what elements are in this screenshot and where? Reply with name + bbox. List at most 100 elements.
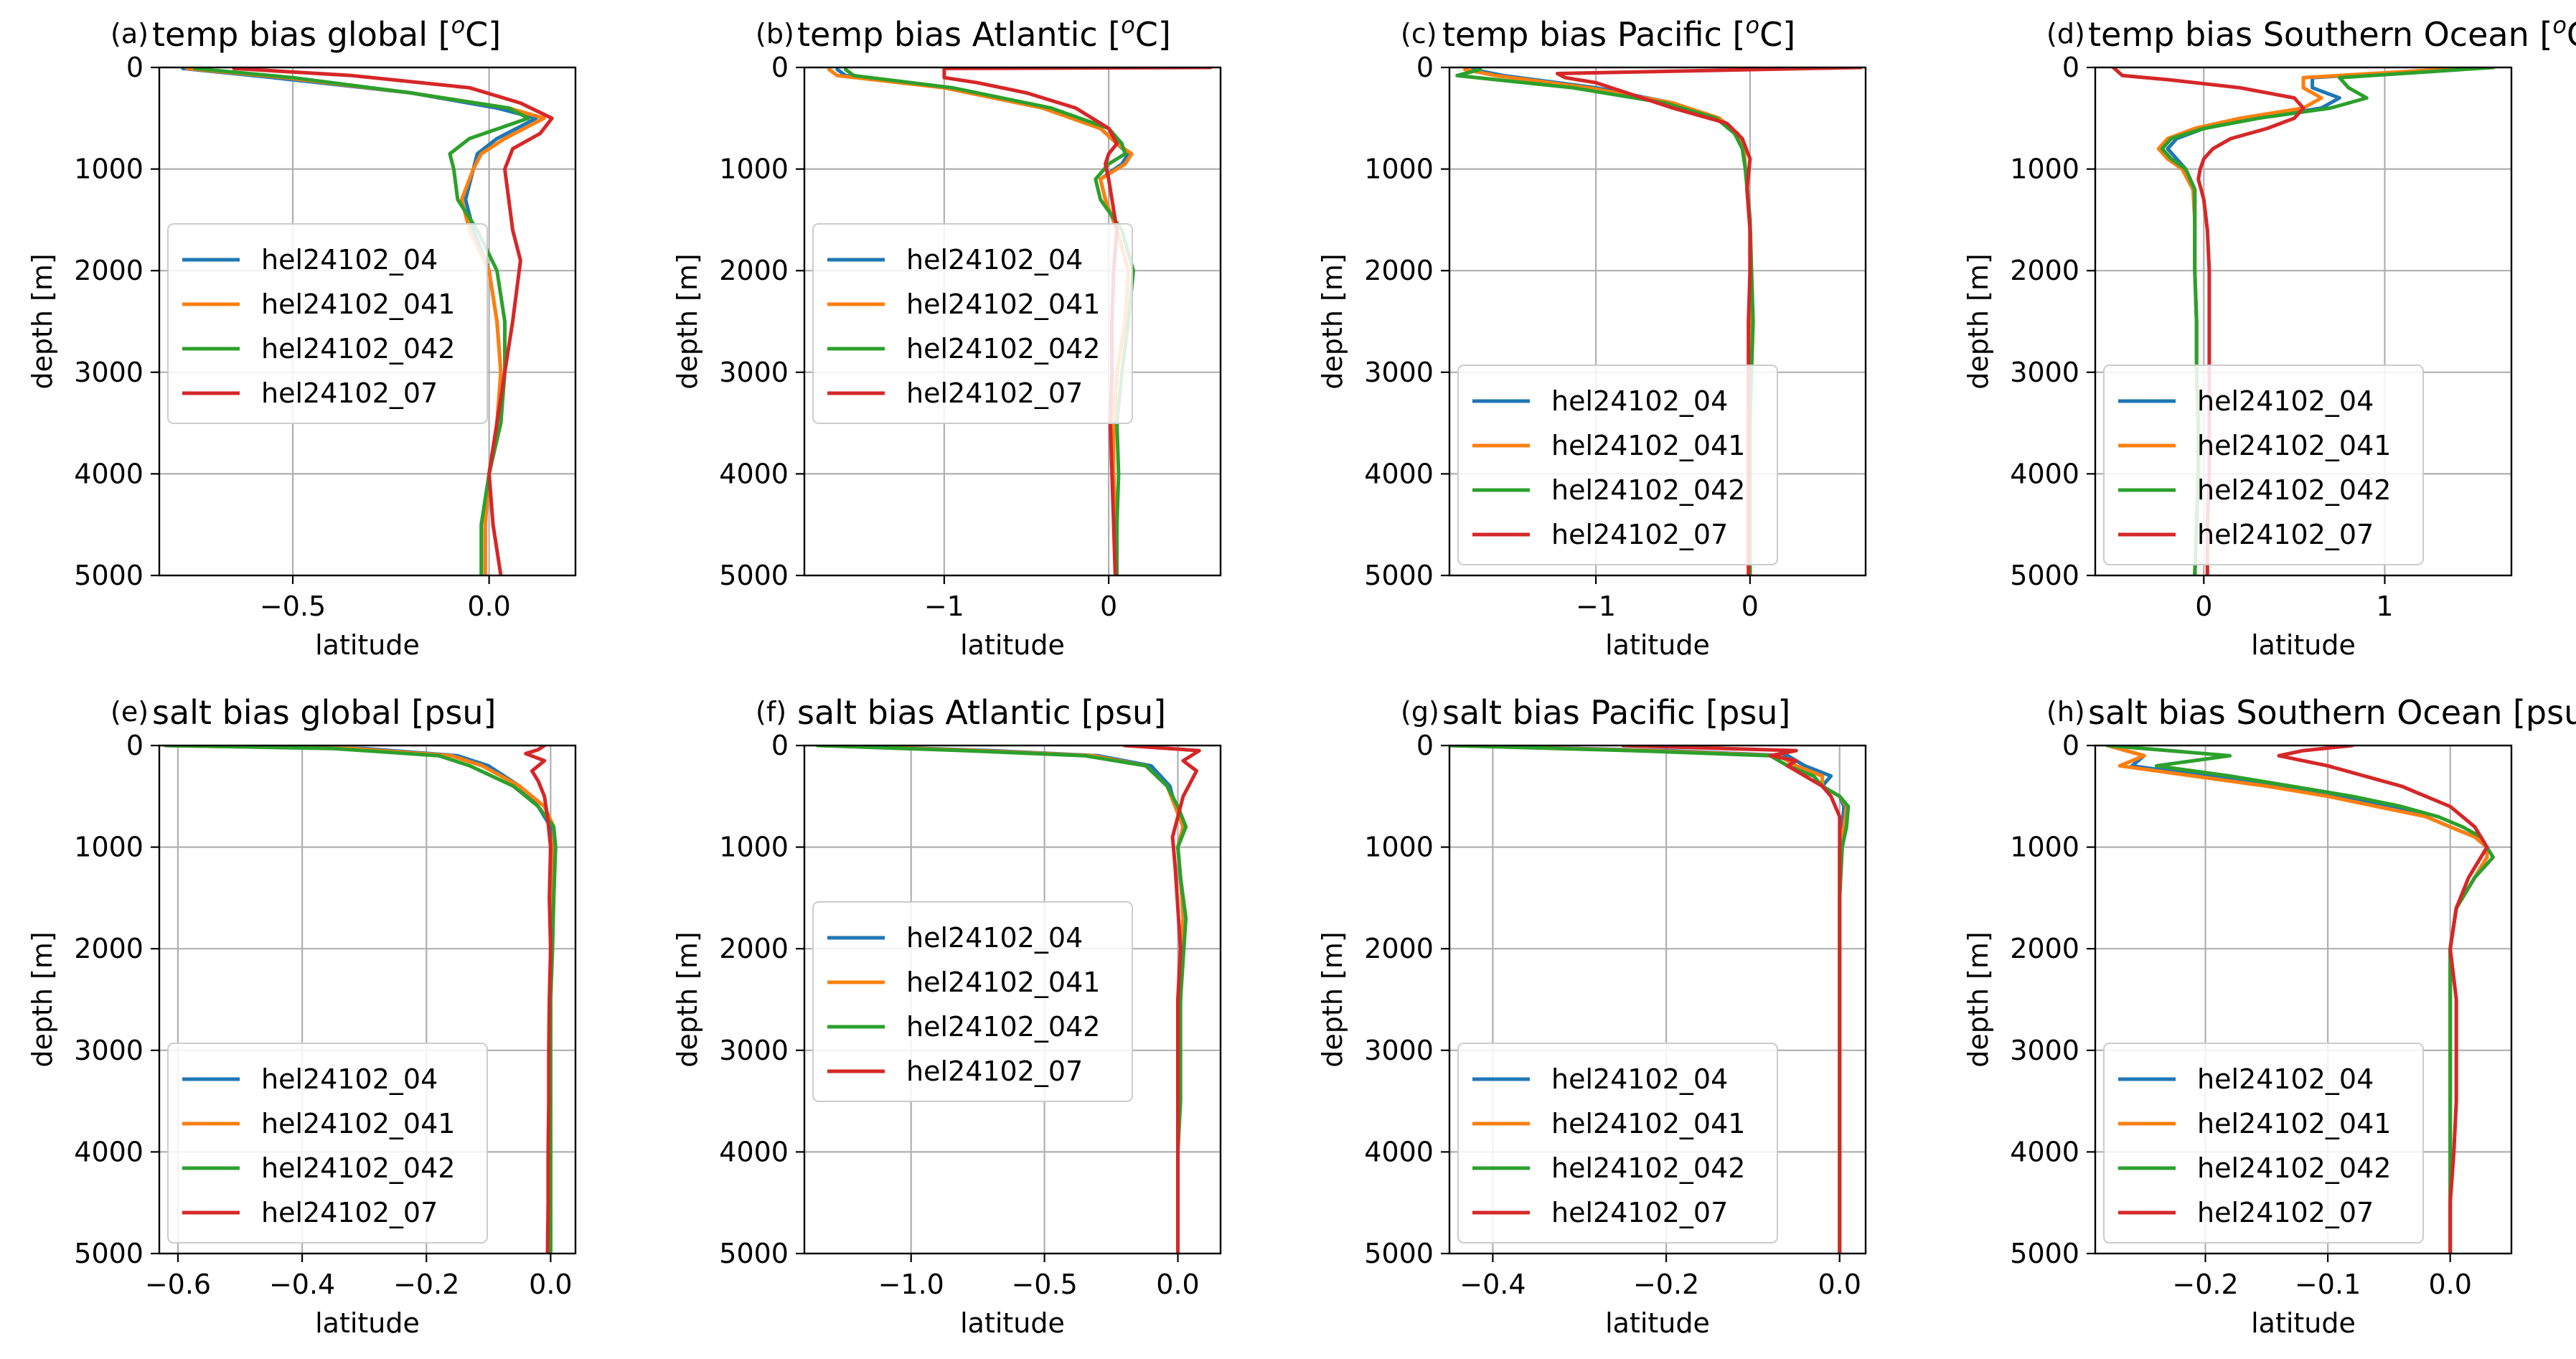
legend-label: hel24102_042 (1551, 474, 1745, 506)
series-group (164, 746, 558, 1254)
y-axis-label: depth [m] (27, 253, 58, 389)
x-tick-label: −0.5 (260, 591, 326, 622)
panel-title: temp bias Pacific [oC] (1442, 11, 1795, 54)
y-tick-label: 4000 (2010, 458, 2079, 489)
x-tick-label: −0.2 (393, 1269, 459, 1300)
legend-label: hel24102_041 (2197, 430, 2391, 461)
legend-label: hel24102_041 (1551, 1108, 1745, 1139)
axes-frame (158, 744, 577, 1255)
y-axis-label: depth [m] (1317, 253, 1348, 389)
y-tick-label: 1000 (2010, 154, 2079, 185)
panel-title: salt bias Southern Ocean [psu] (2088, 693, 2576, 732)
x-tick-label: −0.2 (1633, 1269, 1699, 1300)
legend-label: hel24102_041 (261, 1108, 455, 1139)
x-axis-label: latitude (2251, 1307, 2356, 1339)
legend-label: hel24102_042 (261, 1152, 455, 1184)
panel-e: −0.6 −0.4 −0.2 0.0 0 1000 2000 3000 4000 5000 (e) s… (27, 693, 577, 1339)
panel-b: −1 0 0 1000 2000 3000 4000 5000 (b) temp bias Atl… (672, 11, 1222, 661)
y-tick-label: 5000 (1364, 1238, 1434, 1269)
legend-label: hel24102_07 (1551, 1197, 1728, 1228)
y-tick-label: 2000 (719, 255, 789, 286)
legend: hel24102_04 hel24102_041 hel24102_042 hel24… (1457, 1043, 1778, 1243)
x-tick-label: −0.5 (1011, 1269, 1077, 1300)
legend: hel24102_04 hel24102_041 hel24102_042 hel24… (1457, 365, 1778, 565)
y-tick-label: 1000 (719, 154, 789, 185)
x-tick-label: −0.6 (145, 1269, 211, 1300)
y-tick-label: 3000 (719, 1035, 789, 1066)
series-line-hel24102-07 (1621, 746, 1842, 1254)
y-tick-label: 2000 (2010, 255, 2079, 286)
panel-a: −0.5 0.0 0 1000 2000 3000 4000 5000 (a) temp bias… (27, 11, 577, 661)
y-tick-label: 5000 (74, 560, 144, 591)
panel-f: −1.0 −0.5 0.0 0 1000 2000 3000 4000 5000 (f) salt … (672, 693, 1222, 1339)
x-tick-label: −1.0 (878, 1269, 944, 1300)
x-axis-label: latitude (1605, 629, 1710, 661)
x-tick-label: −0.2 (2172, 1269, 2238, 1300)
series-line-hel24102-042 (164, 746, 558, 1254)
x-tick-label: 0.0 (529, 1269, 572, 1300)
legend-label: hel24102_042 (2197, 474, 2391, 506)
x-tick-label: 0 (1741, 591, 1759, 622)
y-tick-label: 0 (771, 52, 789, 83)
legend-label: hel24102_042 (261, 333, 455, 365)
y-tick-label: 5000 (1364, 560, 1434, 591)
y-axis-label: depth [m] (672, 253, 703, 389)
x-axis-label: latitude (960, 1307, 1065, 1339)
y-tick-label: 1000 (719, 832, 789, 863)
axes-frame (1448, 744, 1867, 1255)
y-tick-label: 5000 (2010, 560, 2079, 591)
panel-title: salt bias Atlantic [psu] (797, 693, 1166, 732)
y-tick-label: 0 (1416, 730, 1434, 761)
legend-frame (2103, 365, 2424, 565)
y-tick-label: 2000 (74, 255, 144, 286)
panel-d: 0 1 0 1000 2000 3000 4000 5000 (d) temp bias Sout… (1962, 11, 2576, 661)
y-tick-label: 3000 (74, 1035, 144, 1066)
y-axis-label: depth [m] (1962, 931, 1994, 1067)
axes-frame (2094, 66, 2513, 577)
series-group (1449, 746, 1851, 1254)
y-tick-label: 3000 (1364, 1035, 1434, 1066)
legend: hel24102_04 hel24102_041 hel24102_042 hel24… (2103, 1043, 2424, 1243)
legend-label: hel24102_041 (906, 288, 1100, 320)
y-tick-label: 4000 (2010, 1136, 2079, 1167)
y-tick-label: 0 (2062, 730, 2079, 761)
x-tick-label: −0.4 (269, 1269, 335, 1300)
legend: hel24102_04 hel24102_041 hel24102_042 hel24… (2103, 365, 2424, 565)
panel-letter: (h) (2046, 696, 2085, 728)
panel-title: temp bias Southern Ocean [oC] (2088, 11, 2576, 54)
y-tick-label: 4000 (74, 1136, 144, 1167)
legend: hel24102_04 hel24102_041 hel24102_042 hel24… (167, 223, 488, 424)
legend-label: hel24102_042 (906, 1011, 1100, 1043)
series-line-hel24102-07 (2277, 746, 2489, 1254)
y-tick-label: 0 (771, 730, 789, 761)
panel-letter: (b) (756, 18, 794, 50)
legend: hel24102_04 hel24102_041 hel24102_042 hel24… (812, 223, 1133, 424)
series-line-hel24102-07 (232, 67, 554, 575)
x-axis-label: latitude (960, 629, 1065, 661)
panel-title: salt bias global [psu] (152, 693, 496, 732)
y-tick-label: 4000 (719, 458, 789, 489)
y-tick-label: 5000 (719, 560, 789, 591)
panel-letter: (e) (111, 696, 149, 728)
legend-label: hel24102_04 (906, 244, 1083, 276)
legend-label: hel24102_041 (906, 967, 1100, 998)
panel-title: temp bias Atlantic [oC] (797, 11, 1171, 54)
axes-frame (158, 66, 577, 577)
legend-frame (167, 1043, 488, 1243)
legend-frame (2103, 1043, 2424, 1243)
y-tick-label: 4000 (719, 1136, 789, 1167)
y-tick-label: 1000 (74, 154, 144, 185)
y-tick-label: 3000 (2010, 357, 2079, 388)
series-group (816, 746, 1201, 1254)
x-tick-label: 0.0 (467, 591, 510, 622)
panel-g: −0.4 −0.2 0.0 0 1000 2000 3000 4000 5000 (g) salt … (1317, 693, 1867, 1339)
x-axis-label: latitude (315, 629, 420, 661)
legend-label: hel24102_041 (261, 288, 455, 320)
series-line-hel24102-07 (524, 746, 553, 1254)
legend: hel24102_04 hel24102_041 hel24102_042 hel24… (812, 901, 1133, 1102)
legend-frame (167, 223, 488, 424)
panel-title: salt bias Pacific [psu] (1442, 693, 1790, 732)
x-tick-label: −0.4 (1459, 1269, 1526, 1300)
